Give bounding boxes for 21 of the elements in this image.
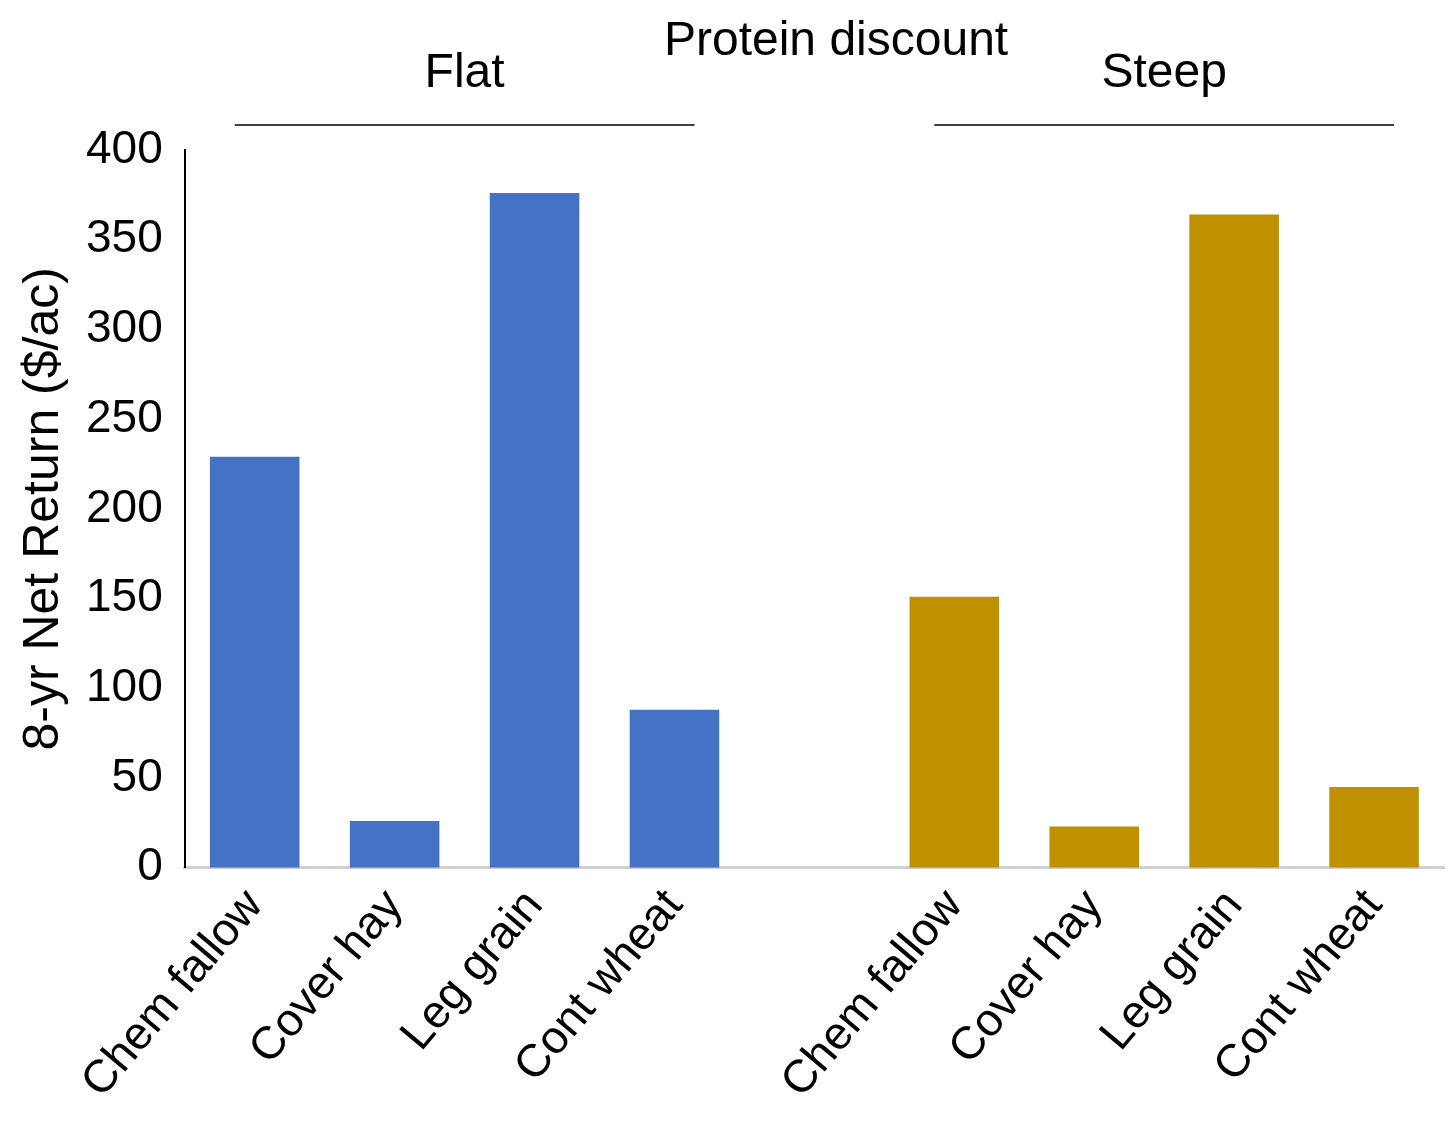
bar	[349, 820, 440, 868]
y-axis-title: 8-yr Net Return ($/ac)	[12, 267, 69, 751]
y-tick-label: 150	[86, 569, 163, 622]
bar	[909, 596, 1000, 868]
y-tick-label: 350	[86, 210, 163, 263]
bar	[1329, 786, 1419, 868]
y-tick-label: 100	[86, 658, 163, 711]
chart-title: Protein discount	[663, 12, 1009, 65]
y-tick-label: 300	[86, 300, 163, 353]
y-tick-label: 200	[86, 479, 163, 532]
bar	[489, 193, 580, 868]
bar	[1049, 826, 1139, 868]
y-tick-label: 50	[111, 748, 163, 801]
bar	[209, 456, 300, 868]
bar	[629, 709, 720, 868]
text: Flat	[424, 44, 505, 97]
y-tick-label: 250	[86, 389, 163, 442]
y-tick-label: 400	[86, 120, 163, 173]
bar	[1189, 214, 1279, 868]
y-tick-label: 0	[137, 838, 163, 891]
text: Steep	[1101, 44, 1227, 97]
